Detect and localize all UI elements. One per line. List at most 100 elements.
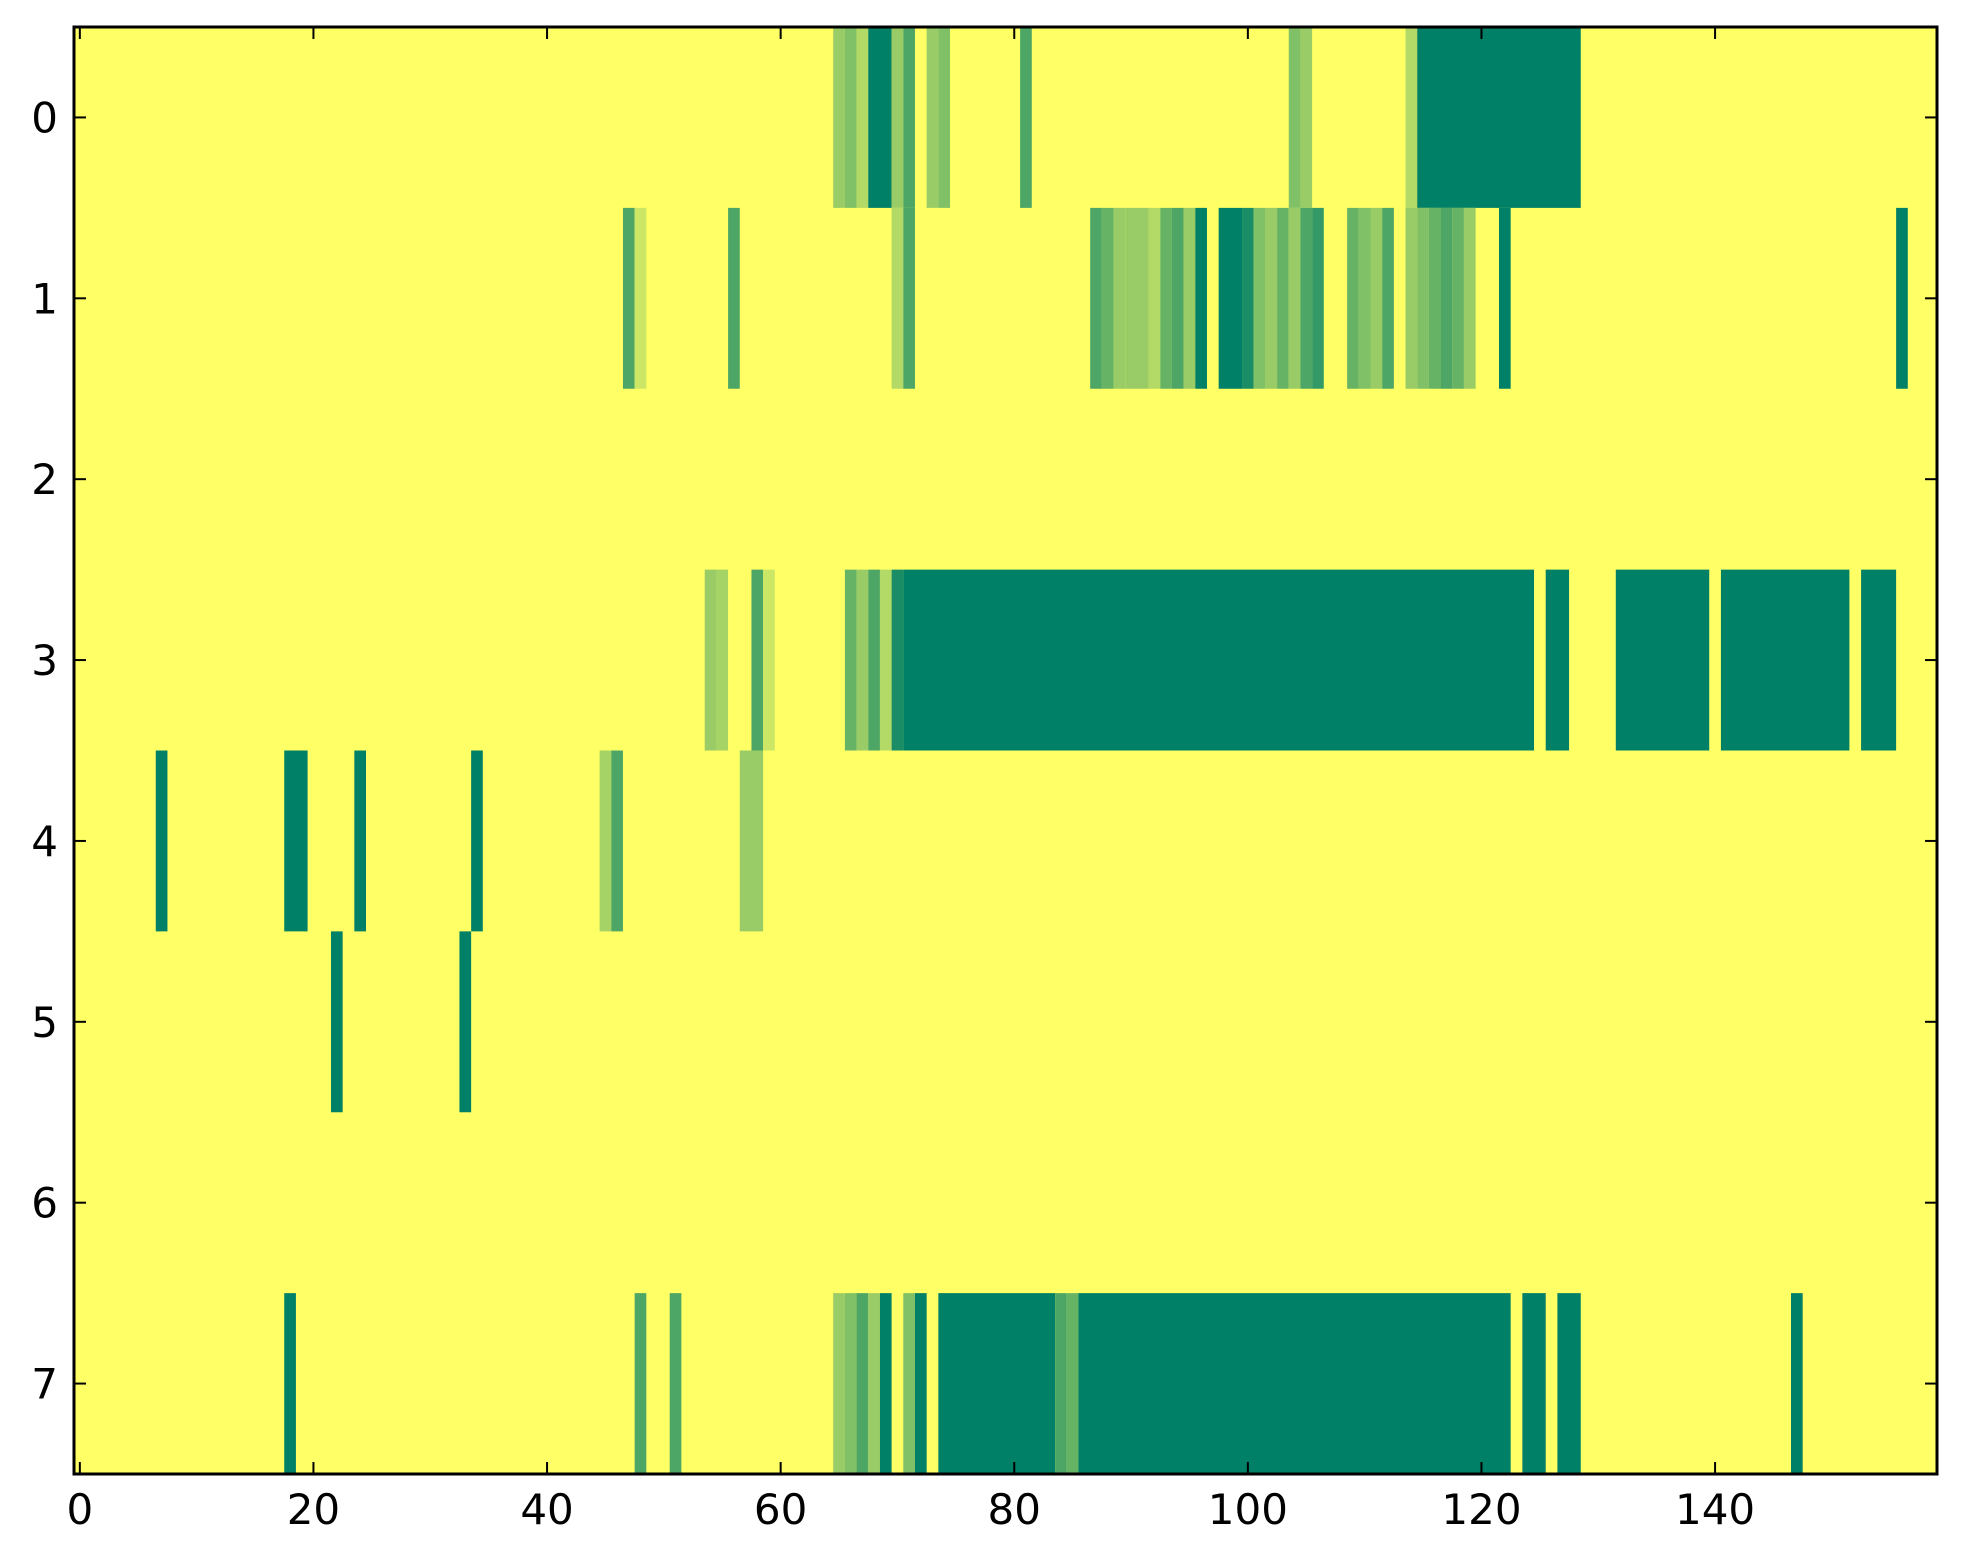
heatmap-cell-row7-14	[1522, 1293, 1546, 1475]
heatmap-cell-row0-9	[1288, 27, 1301, 208]
heatmap-cell-row0-7	[938, 27, 951, 208]
heatmap-cell-row3-3	[763, 569, 775, 751]
heatmap-cell-row0-5	[903, 27, 915, 208]
heatmap-cell-row1-12	[1183, 207, 1196, 389]
heatmap-cell-row1-14	[1218, 207, 1243, 389]
heatmap-cell-row5-1	[459, 931, 472, 1113]
x-tick-label-40: 40	[520, 1485, 573, 1534]
heatmap-cell-row7-12	[1066, 1293, 1079, 1475]
heatmap-cell-row7-11	[1055, 1293, 1067, 1475]
heatmap-cell-row0-0	[833, 27, 845, 208]
heatmap-cell-row1-22	[1347, 207, 1359, 389]
x-tick-label-140: 140	[1675, 1485, 1755, 1534]
heatmap-cell-row1-32	[1498, 207, 1511, 389]
heatmap-cell-row1-25	[1382, 207, 1394, 389]
heatmap-cell-row1-27	[1417, 207, 1429, 389]
heatmap-cell-row1-5	[1090, 207, 1102, 389]
x-tick-label-60: 60	[754, 1485, 807, 1534]
heatmap-cell-row4-4	[599, 750, 612, 932]
heatmap-cell-row3-11	[1615, 569, 1710, 751]
heatmap-cell-row7-8	[903, 1293, 915, 1475]
heatmap-cell-row7-1	[634, 1293, 647, 1475]
heatmap-cell-row3-6	[868, 569, 880, 751]
heatmap-cell-row1-18	[1277, 207, 1289, 389]
heatmap-cell-row1-23	[1358, 207, 1371, 389]
heatmap-cell-row3-7	[879, 569, 892, 751]
x-tick-label-120: 120	[1441, 1485, 1521, 1534]
heatmap-cell-row1-31	[1463, 207, 1476, 389]
heatmap-cell-row1-7	[1113, 207, 1126, 389]
heatmap-cell-row7-3	[833, 1293, 845, 1475]
heatmap-cell-row0-6	[926, 27, 939, 208]
heatmap-cell-row7-4	[844, 1293, 857, 1475]
heatmap-cell-row1-10	[1160, 207, 1172, 389]
heatmap-cell-row3-4	[844, 569, 857, 751]
heatmap-cell-row7-15	[1557, 1293, 1581, 1475]
heatmap-cell-row1-19	[1288, 207, 1301, 389]
heatmap-cell-row3-12	[1720, 569, 1850, 751]
heatmap-cell-row1-28	[1428, 207, 1441, 389]
axis-ticks	[74, 27, 1937, 1474]
heatmap-cell-row7-5	[856, 1293, 869, 1475]
heatmap-cell-row4-2	[354, 750, 367, 932]
heatmap-cell-row0-10	[1300, 27, 1313, 208]
heatmap-cell-row7-7	[879, 1293, 892, 1475]
heatmap-cell-row7-16	[1791, 1293, 1803, 1475]
heatmap-cell-row5-0	[330, 931, 343, 1113]
heatmap-cell-row0-1	[844, 27, 857, 208]
heatmap-cell-row4-0	[155, 750, 168, 932]
heatmap-cell-row3-10	[1545, 569, 1570, 751]
heatmap-cell-row1-30	[1452, 207, 1464, 389]
heatmap-cell-row1-1	[634, 207, 647, 389]
heatmap-cell-row1-6	[1101, 207, 1114, 389]
heatmap-cell-row0-8	[1020, 27, 1032, 208]
y-tick-label-0: 0	[31, 93, 58, 142]
plot-frame	[72, 25, 1939, 1476]
y-tick-label-3: 3	[31, 636, 58, 685]
y-tick-label-6: 6	[31, 1179, 58, 1228]
heatmap-cell-row1-4	[903, 207, 915, 389]
y-tick-label-5: 5	[31, 998, 58, 1047]
y-tick-label-2: 2	[31, 455, 58, 504]
y-tick-label-1: 1	[31, 274, 58, 323]
heatmap-cell-row1-21	[1312, 207, 1324, 389]
heatmap-cell-row3-5	[856, 569, 869, 751]
x-tick-label-100: 100	[1208, 1485, 1288, 1534]
heatmap-cell-row4-6	[739, 750, 764, 932]
heatmap-cell-row7-13	[1078, 1293, 1511, 1475]
heatmap-cell-row0-3	[868, 27, 892, 208]
heatmap-cell-row7-0	[284, 1293, 296, 1475]
heatmap-cell-row3-0	[704, 569, 717, 751]
heatmap-cell-row1-13	[1195, 207, 1207, 389]
heatmap-cell-row1-11	[1171, 207, 1184, 389]
heatmap-cell-row7-2	[669, 1293, 682, 1475]
heatmap-cell-row1-2	[728, 207, 740, 389]
heatmap-cell-row4-1	[284, 750, 308, 932]
heatmap-cell-row1-0	[622, 207, 635, 389]
x-tick-label-0: 0	[66, 1485, 93, 1534]
heatmap-cell-row1-9	[1148, 207, 1161, 389]
heatmap-cell-row1-16	[1253, 207, 1266, 389]
heatmap-cell-row7-9	[914, 1293, 927, 1475]
heatmap-cell-row4-5	[611, 750, 623, 932]
heatmap-cell-row1-3	[891, 207, 904, 389]
heatmap-cell-row1-20	[1300, 207, 1313, 389]
y-tick-label-4: 4	[31, 817, 58, 866]
heatmap-cell-row1-29	[1440, 207, 1453, 389]
heatmap-cell-row3-2	[751, 569, 764, 751]
heatmap-cell-row7-10	[938, 1293, 1056, 1475]
heatmap-cell-row4-3	[471, 750, 483, 932]
heatmap-cell-row0-2	[856, 27, 869, 208]
heatmap-cell-row1-24	[1370, 207, 1383, 389]
x-tick-label-20: 20	[287, 1485, 340, 1534]
heatmap-cell-row1-15	[1242, 207, 1254, 389]
heatmap-cell-row1-17	[1265, 207, 1278, 389]
heatmap-cell-row7-6	[868, 1293, 880, 1475]
heatmap-cell-row0-4	[891, 27, 904, 208]
heatmap-cell-row1-33	[1896, 207, 1908, 389]
heatmap-cell-row3-13	[1861, 569, 1897, 751]
y-axis: 0 1 2 3 4 5 6 7	[31, 93, 58, 1408]
heatmap-cell-row0-12	[1417, 27, 1581, 208]
x-axis: 0 20 40 60 80 100 120 140	[66, 1485, 1755, 1534]
